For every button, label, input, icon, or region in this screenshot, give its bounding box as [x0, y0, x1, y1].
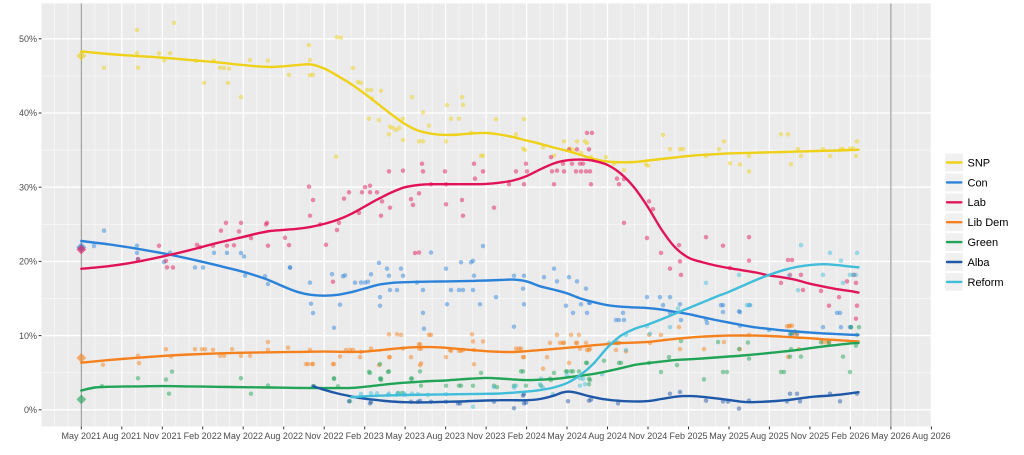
svg-text:30%: 30%	[19, 182, 37, 192]
svg-text:May 2023: May 2023	[385, 431, 425, 441]
svg-text:Aug 2023: Aug 2023	[426, 431, 465, 441]
svg-text:Aug 2022: Aug 2022	[264, 431, 303, 441]
svg-text:Green: Green	[968, 237, 999, 249]
svg-text:Aug 2024: Aug 2024	[588, 431, 627, 441]
svg-text:50%: 50%	[19, 34, 37, 44]
svg-text:Aug 2026: Aug 2026	[912, 431, 951, 441]
svg-text:Nov 2021: Nov 2021	[143, 431, 182, 441]
svg-text:Aug 2021: Aug 2021	[103, 431, 142, 441]
svg-text:May 2022: May 2022	[223, 431, 263, 441]
svg-text:Nov 2024: Nov 2024	[629, 431, 668, 441]
svg-text:Feb 2023: Feb 2023	[346, 431, 384, 441]
svg-text:20%: 20%	[19, 257, 37, 267]
svg-text:Feb 2025: Feb 2025	[669, 431, 707, 441]
svg-text:Nov 2022: Nov 2022	[305, 431, 344, 441]
svg-text:0%: 0%	[24, 405, 37, 415]
svg-text:Nov 2025: Nov 2025	[791, 431, 830, 441]
svg-text:SNP: SNP	[968, 157, 991, 169]
svg-text:May 2021: May 2021	[62, 431, 102, 441]
svg-text:Aug 2025: Aug 2025	[750, 431, 789, 441]
svg-text:10%: 10%	[19, 331, 37, 341]
svg-text:Lib Dem: Lib Dem	[968, 217, 1009, 229]
svg-text:Reform: Reform	[968, 277, 1004, 289]
svg-text:Alba: Alba	[968, 257, 991, 269]
svg-text:Feb 2022: Feb 2022	[184, 431, 222, 441]
svg-text:Nov 2023: Nov 2023	[467, 431, 506, 441]
svg-text:Feb 2024: Feb 2024	[508, 431, 546, 441]
svg-text:40%: 40%	[19, 108, 37, 118]
svg-text:May 2024: May 2024	[547, 431, 587, 441]
svg-text:May 2026: May 2026	[871, 431, 911, 441]
svg-text:Feb 2026: Feb 2026	[831, 431, 869, 441]
svg-text:Lab: Lab	[968, 197, 986, 209]
svg-text:May 2025: May 2025	[709, 431, 749, 441]
svg-text:Con: Con	[968, 177, 988, 189]
